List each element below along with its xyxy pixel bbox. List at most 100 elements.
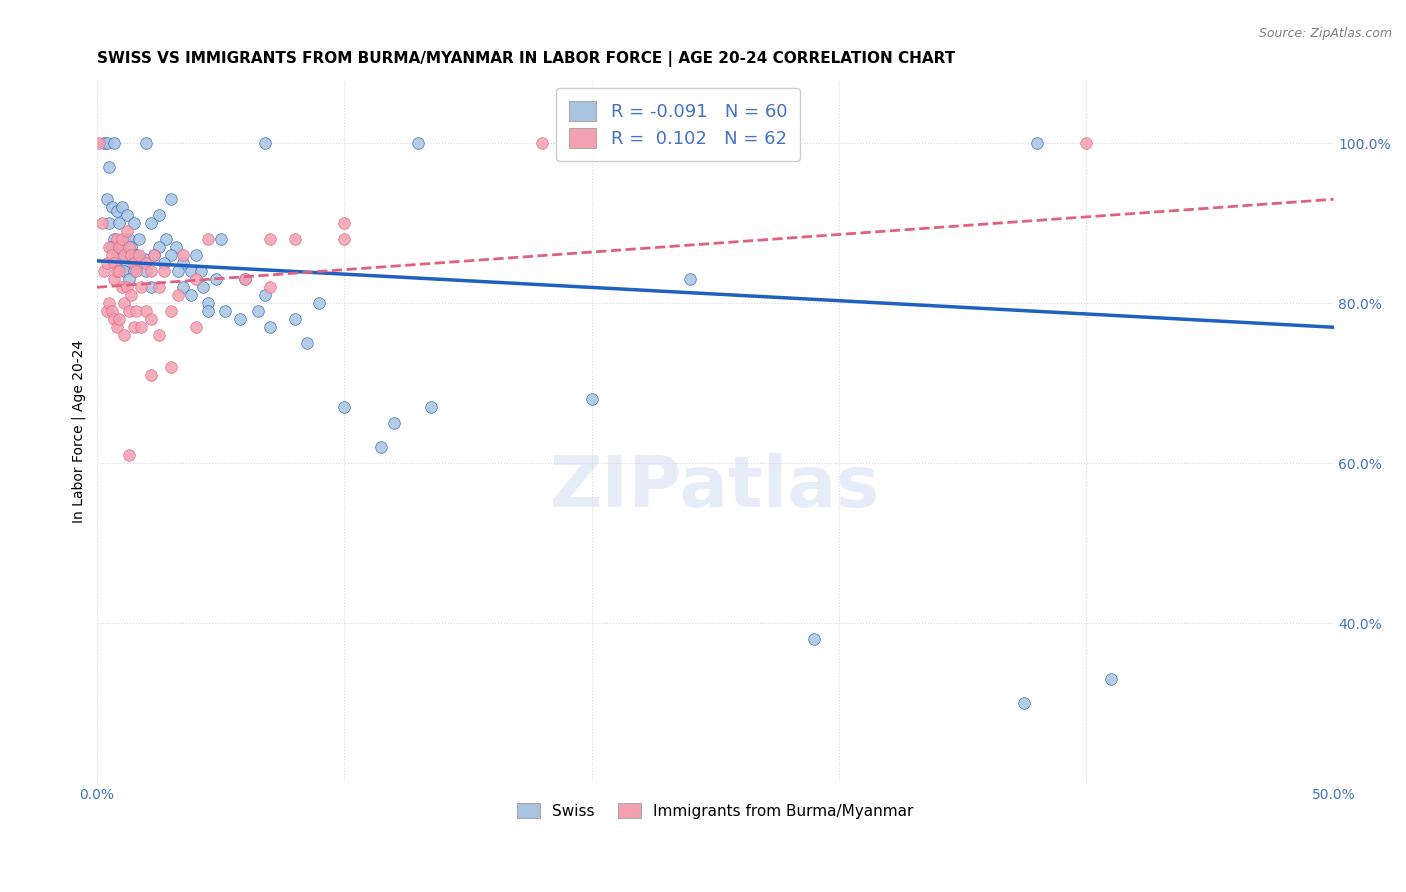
Point: [333, 232, 356, 246]
Point: [89, 136, 111, 151]
Point: [152, 264, 174, 278]
Point: [105, 264, 128, 278]
Point: [184, 320, 207, 334]
Point: [259, 280, 281, 294]
Point: [142, 248, 165, 262]
Point: [197, 304, 219, 318]
Point: [108, 312, 131, 326]
Point: [308, 296, 330, 310]
Point: [125, 264, 148, 278]
Point: [152, 256, 174, 270]
Point: [112, 232, 135, 246]
Point: [112, 328, 135, 343]
Point: [105, 232, 128, 246]
Point: [581, 392, 603, 407]
Point: [128, 232, 150, 246]
Point: [112, 264, 135, 278]
Point: [118, 448, 141, 462]
Point: [96, 304, 118, 318]
Point: [98, 240, 121, 254]
Point: [96, 256, 118, 270]
Point: [172, 248, 194, 262]
Point: [125, 248, 148, 262]
Point: [142, 248, 165, 262]
Point: [112, 296, 135, 310]
Point: [131, 280, 153, 294]
Point: [98, 296, 121, 310]
Point: [135, 256, 157, 270]
Point: [110, 200, 132, 214]
Point: [131, 256, 153, 270]
Point: [1025, 136, 1047, 151]
Point: [197, 232, 219, 246]
Point: [100, 200, 122, 214]
Point: [284, 312, 307, 326]
Point: [803, 632, 825, 646]
Point: [184, 248, 207, 262]
Point: [229, 312, 252, 326]
Point: [1076, 136, 1098, 151]
Y-axis label: In Labor Force | Age 20-24: In Labor Force | Age 20-24: [72, 340, 86, 523]
Point: [122, 264, 145, 278]
Point: [259, 232, 281, 246]
Point: [148, 328, 170, 343]
Point: [122, 216, 145, 230]
Point: [108, 240, 131, 254]
Point: [100, 304, 122, 318]
Text: Source: ZipAtlas.com: Source: ZipAtlas.com: [1258, 27, 1392, 40]
Point: [141, 368, 163, 383]
Point: [233, 272, 256, 286]
Point: [118, 304, 141, 318]
Point: [167, 264, 190, 278]
Point: [333, 401, 356, 415]
Point: [118, 272, 141, 286]
Text: SWISS VS IMMIGRANTS FROM BURMA/MYANMAR IN LABOR FORCE | AGE 20-24 CORRELATION CH: SWISS VS IMMIGRANTS FROM BURMA/MYANMAR I…: [97, 51, 955, 67]
Point: [155, 232, 177, 246]
Point: [141, 264, 163, 278]
Point: [128, 248, 150, 262]
Point: [141, 280, 163, 294]
Point: [108, 216, 131, 230]
Point: [115, 256, 138, 270]
Point: [728, 136, 751, 151]
Point: [333, 216, 356, 230]
Point: [103, 136, 125, 151]
Point: [214, 304, 236, 318]
Point: [135, 264, 157, 278]
Point: [197, 296, 219, 310]
Point: [135, 304, 157, 318]
Point: [98, 161, 121, 175]
Point: [148, 208, 170, 222]
Point: [115, 224, 138, 238]
Point: [115, 280, 138, 294]
Point: [96, 136, 118, 151]
Point: [121, 288, 143, 302]
Point: [259, 320, 281, 334]
Point: [531, 136, 554, 151]
Point: [115, 208, 138, 222]
Point: [141, 216, 163, 230]
Point: [105, 320, 128, 334]
Point: [1099, 672, 1122, 686]
Point: [679, 272, 702, 286]
Point: [110, 280, 132, 294]
Point: [190, 264, 212, 278]
Point: [180, 288, 202, 302]
Point: [233, 272, 256, 286]
Point: [254, 136, 277, 151]
Point: [180, 264, 202, 278]
Point: [148, 240, 170, 254]
Point: [246, 304, 269, 318]
Point: [419, 401, 441, 415]
Point: [160, 248, 183, 262]
Point: [108, 264, 131, 278]
Point: [284, 232, 307, 246]
Point: [100, 240, 122, 254]
Point: [1014, 696, 1036, 710]
Point: [125, 304, 148, 318]
Point: [103, 256, 125, 270]
Point: [148, 280, 170, 294]
Point: [204, 272, 226, 286]
Point: [96, 192, 118, 206]
Point: [172, 256, 194, 270]
